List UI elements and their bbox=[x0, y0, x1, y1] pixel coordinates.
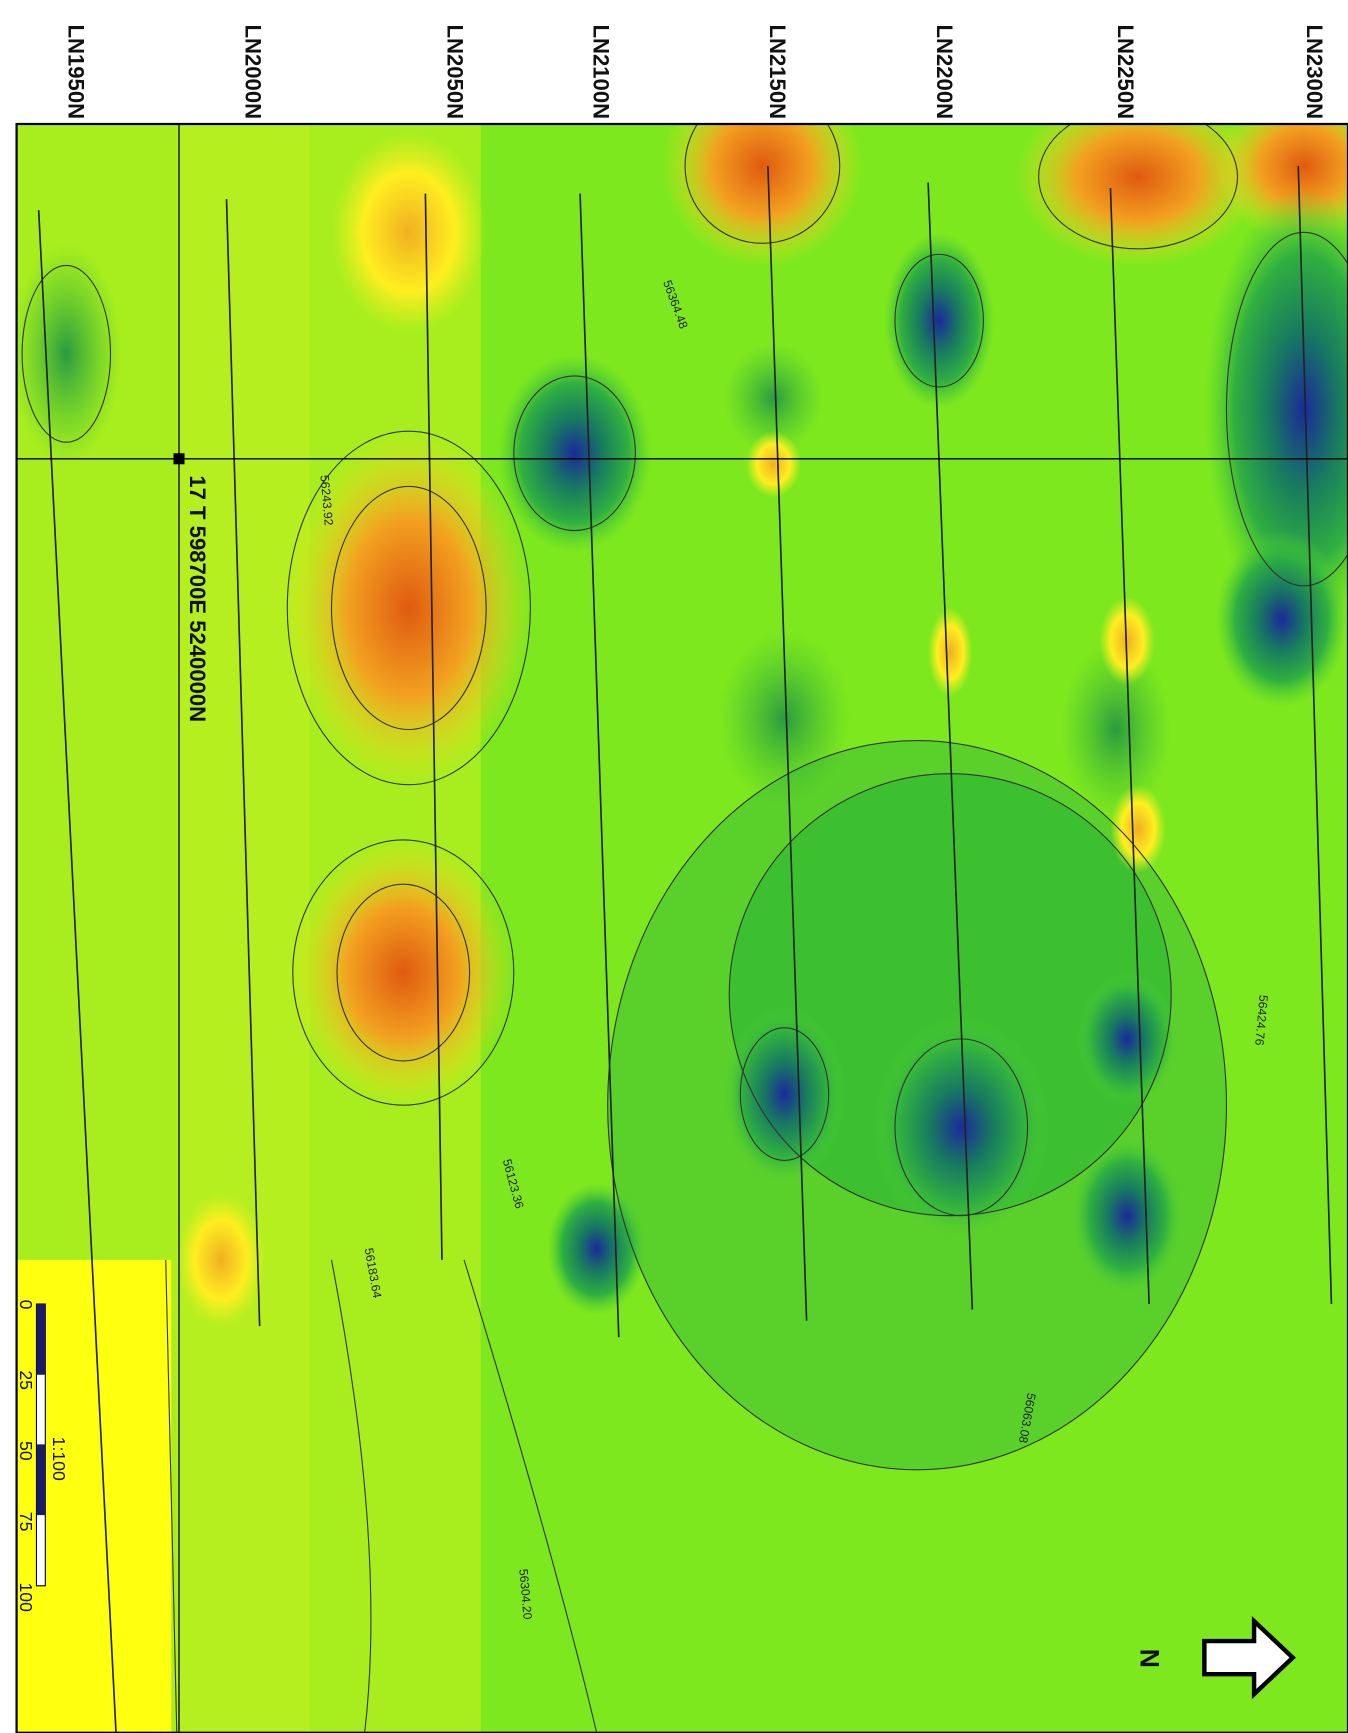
scale-tick-label: 50 bbox=[16, 1441, 36, 1461]
grid-label: 17 T 598700E 5240000N bbox=[185, 475, 210, 722]
map: 17 T 598700E 5240000N 0 25 50 75 100 1:100 N… bbox=[0, 0, 1348, 1733]
grid-marker bbox=[173, 453, 184, 464]
line-label: LN2300N bbox=[1302, 25, 1327, 120]
scale-ratio: 1:100 bbox=[49, 1437, 69, 1481]
scale-tick-label: 25 bbox=[16, 1370, 36, 1390]
line-label: LN1950N bbox=[64, 25, 89, 120]
scale-tick-label: 100 bbox=[16, 1582, 36, 1612]
north-label: N bbox=[1134, 1649, 1164, 1668]
line-label: LN2100N bbox=[588, 25, 613, 120]
line-label: LN2000N bbox=[240, 25, 265, 120]
line-label: LN2200N bbox=[932, 25, 957, 120]
scale-tick-label: 0 bbox=[16, 1300, 36, 1310]
line-label: LN2050N bbox=[442, 25, 467, 120]
line-label: LN2250N bbox=[1113, 25, 1138, 120]
line-label: LN2150N bbox=[765, 25, 790, 120]
scale-tick-label: 75 bbox=[16, 1512, 36, 1532]
scale-bar bbox=[36, 1304, 45, 1586]
